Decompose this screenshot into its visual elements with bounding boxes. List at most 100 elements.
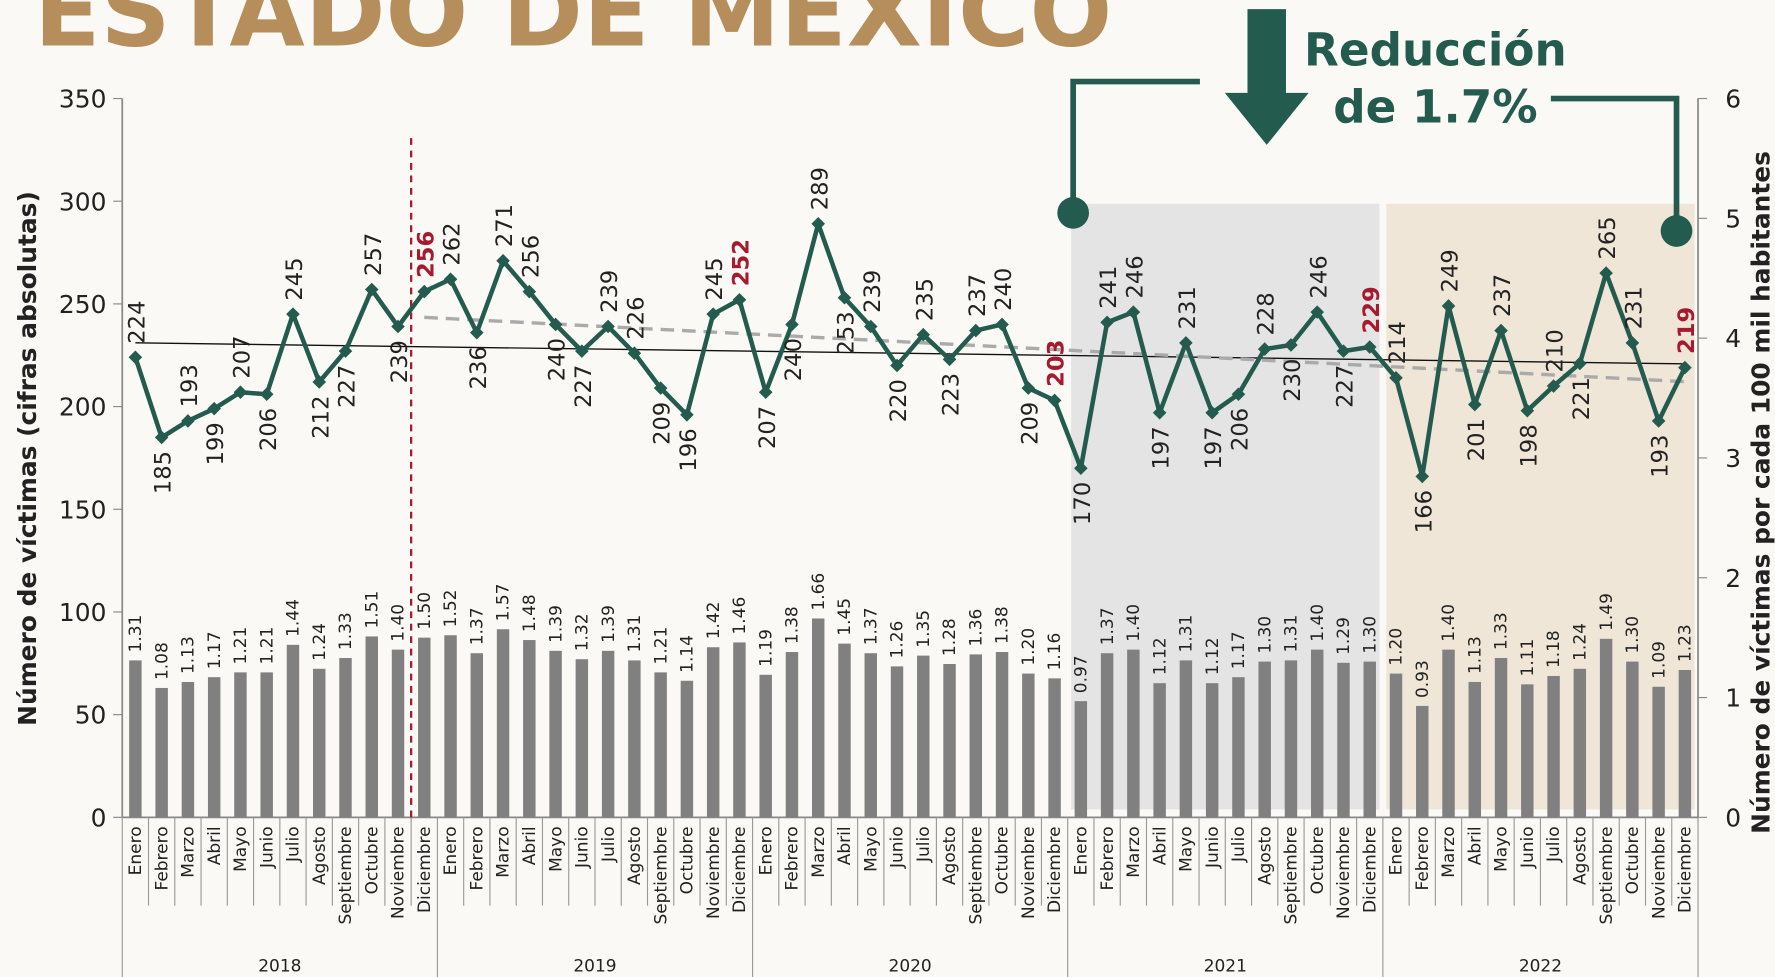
- x-tick-label: Mayo: [1177, 826, 1197, 871]
- marker: [364, 282, 379, 297]
- bar: [1626, 661, 1639, 818]
- x-tick-label: Junio: [573, 826, 593, 869]
- marker: [1336, 344, 1351, 358]
- bar: [785, 652, 799, 818]
- marker: [128, 350, 143, 365]
- x-tick-label: Junio: [1203, 826, 1223, 869]
- marker: [1362, 340, 1377, 354]
- x-tick-label: Marzo: [494, 826, 514, 877]
- bar: [207, 677, 221, 818]
- point-label: 203: [1044, 340, 1070, 387]
- point-label: 235: [912, 278, 938, 321]
- bar: [155, 687, 168, 818]
- down-arrow: [1224, 9, 1309, 145]
- bar-label: 1.30: [1360, 616, 1380, 654]
- x-tick-label: Abril: [205, 826, 225, 865]
- year-label: 2020: [889, 956, 932, 976]
- marker: [1126, 305, 1141, 319]
- point-label: 227: [571, 365, 597, 408]
- y2-tick-label: 2: [1725, 564, 1741, 593]
- point-label: 196: [676, 428, 702, 471]
- y2-tick-label: 0: [1725, 803, 1741, 832]
- point-label: 207: [755, 406, 781, 449]
- point-label: 256: [413, 231, 439, 278]
- bar-label: 1.33: [336, 612, 356, 650]
- point-label: 209: [650, 402, 676, 445]
- bar-label: 1.50: [415, 592, 435, 630]
- point-label: 239: [860, 270, 886, 313]
- marker: [181, 414, 195, 428]
- marker: [1467, 397, 1482, 412]
- marker: [1520, 403, 1535, 418]
- bracket-dot: [1660, 215, 1693, 247]
- year-label: 2018: [258, 956, 301, 976]
- x-tick-label: Enero: [1072, 826, 1092, 875]
- point-label: 193: [1648, 435, 1674, 478]
- point-label: 206: [1227, 408, 1253, 451]
- point-label: 239: [597, 270, 623, 313]
- bar-label: 1.45: [835, 598, 855, 636]
- bar: [1337, 662, 1350, 818]
- marker: [863, 319, 878, 334]
- x-tick-label: Octubre: [678, 826, 698, 894]
- x-tick-label: Abril: [1150, 826, 1170, 865]
- x-tick-label: Noviembre: [1334, 826, 1354, 919]
- bar-label: 1.48: [520, 594, 540, 632]
- bar-label: 1.20: [1019, 628, 1039, 666]
- bar-label: 1.37: [467, 607, 487, 645]
- bar-label: 1.14: [678, 635, 698, 673]
- bar-label: 1.66: [809, 573, 829, 611]
- bar: [1310, 649, 1324, 818]
- bracket-right: [1550, 95, 1680, 231]
- bar-label: 1.38: [783, 606, 803, 644]
- point-label: 246: [1306, 255, 1332, 298]
- y-axis-label: Número de víctimas (cifras absolutas): [13, 191, 42, 726]
- marker: [312, 375, 327, 389]
- year-label: 2019: [573, 956, 616, 976]
- marker: [995, 317, 1009, 332]
- bar-label: 1.18: [1544, 630, 1564, 668]
- bar-label: 1.09: [1649, 641, 1669, 679]
- bar-label: 1.40: [389, 604, 409, 642]
- bar-label: 1.13: [179, 636, 199, 674]
- bracket-dot: [1057, 197, 1089, 229]
- x-tick-label: Diciembre: [415, 826, 435, 913]
- point-label: 166: [1411, 490, 1437, 533]
- marker: [890, 358, 904, 373]
- bar: [1127, 649, 1140, 818]
- marker: [732, 293, 747, 307]
- point-label: 207: [229, 335, 255, 378]
- bar: [1205, 683, 1219, 818]
- bar: [339, 658, 352, 818]
- x-tick-label: Septiembre: [966, 826, 986, 924]
- bar-label: 1.40: [1439, 604, 1459, 642]
- point-label: 253: [834, 311, 860, 354]
- bar: [1284, 660, 1298, 818]
- bar-label: 1.39: [546, 605, 566, 643]
- bar-label: 1.35: [914, 610, 934, 648]
- point-label: 257: [361, 233, 387, 276]
- y-tick-label: 300: [59, 187, 107, 216]
- point-label: 237: [965, 274, 991, 317]
- bar-label: 1.20: [1387, 628, 1407, 666]
- x-tick-label: Noviembre: [389, 826, 409, 919]
- bar-label: 1.21: [257, 627, 277, 665]
- point-label: 262: [440, 222, 466, 265]
- bar-label: 1.30: [1255, 616, 1275, 654]
- point-label: 193: [177, 364, 203, 407]
- y2-tick-label: 3: [1725, 444, 1741, 473]
- bar-label: 1.40: [1308, 604, 1328, 642]
- y2-axis-label: Número de víctimas por cada 100 mil habi…: [1746, 151, 1775, 834]
- x-tick-label: Enero: [1387, 826, 1407, 875]
- bar-label: 1.40: [1124, 604, 1144, 642]
- annotation-bracket: [1070, 78, 1680, 231]
- point-label: 197: [1201, 426, 1227, 469]
- x-tick-label: Mayo: [1492, 826, 1512, 871]
- point-label: 185: [151, 451, 177, 494]
- x-tick-label: Julio: [599, 826, 619, 863]
- bar: [1100, 653, 1114, 818]
- bar: [1494, 658, 1508, 818]
- bar: [523, 640, 536, 818]
- x-tick-label: Febrero: [1098, 826, 1118, 890]
- bar: [1547, 675, 1560, 818]
